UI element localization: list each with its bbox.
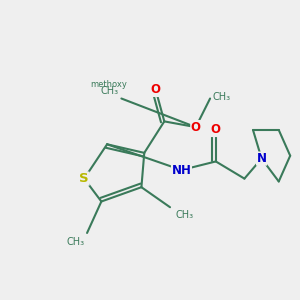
Text: N: N <box>256 152 267 165</box>
Text: CH₃: CH₃ <box>176 210 194 220</box>
Text: CH₃: CH₃ <box>100 85 118 96</box>
Text: NH: NH <box>172 164 191 176</box>
Text: O: O <box>211 124 221 136</box>
Text: CH₃: CH₃ <box>66 237 84 247</box>
Text: methoxy: methoxy <box>90 80 127 89</box>
Text: O: O <box>191 121 201 134</box>
Text: O: O <box>151 83 161 96</box>
Text: S: S <box>80 172 89 185</box>
Text: CH₃: CH₃ <box>213 92 231 102</box>
